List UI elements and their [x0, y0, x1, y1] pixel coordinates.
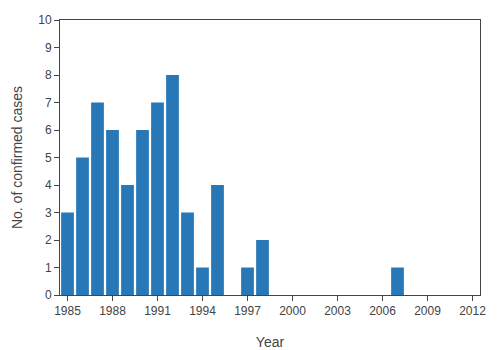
svg-text:4: 4: [45, 178, 52, 192]
svg-text:2012: 2012: [459, 304, 486, 318]
svg-text:8: 8: [45, 68, 52, 82]
svg-text:2: 2: [45, 233, 52, 247]
svg-text:9: 9: [45, 41, 52, 55]
svg-text:6: 6: [45, 123, 52, 137]
svg-text:2006: 2006: [369, 304, 396, 318]
svg-text:3: 3: [45, 206, 52, 220]
svg-text:1: 1: [45, 261, 52, 275]
svg-text:1997: 1997: [234, 304, 261, 318]
svg-text:No. of confirmed cases: No. of confirmed cases: [9, 86, 25, 229]
svg-text:Year: Year: [256, 334, 285, 350]
svg-text:1988: 1988: [99, 304, 126, 318]
svg-text:0: 0: [45, 288, 52, 302]
svg-text:1991: 1991: [144, 304, 171, 318]
svg-text:7: 7: [45, 96, 52, 110]
svg-text:2009: 2009: [414, 304, 441, 318]
svg-text:1985: 1985: [54, 304, 81, 318]
svg-text:1994: 1994: [189, 304, 216, 318]
svg-text:2003: 2003: [324, 304, 351, 318]
svg-text:10: 10: [38, 13, 52, 27]
svg-text:5: 5: [45, 151, 52, 165]
svg-text:2000: 2000: [279, 304, 306, 318]
